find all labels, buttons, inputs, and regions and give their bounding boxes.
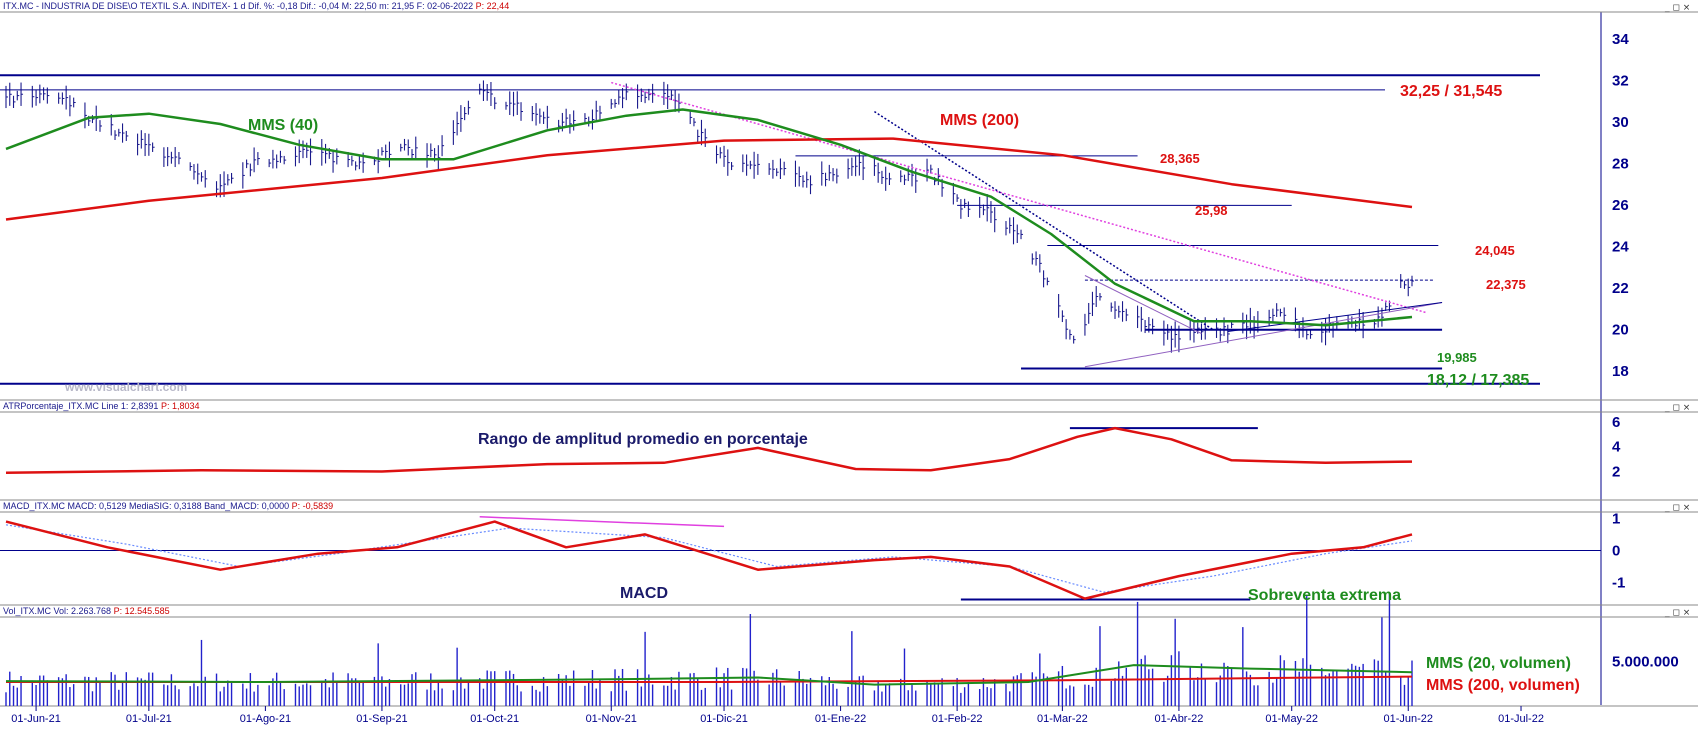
x-tick-label: 01-Oct-21 xyxy=(470,713,519,725)
price-y-tick: 20 xyxy=(1612,321,1629,338)
x-tick-label: 01-Jun-21 xyxy=(11,713,61,725)
volume-bars xyxy=(5,593,1413,706)
indicator-lines xyxy=(5,108,1413,686)
level-label-32-25: 32,25 / 31,545 xyxy=(1400,83,1502,100)
atr-header: ATRPorcentaje_ITX.MC Line 1: 2,8391 P: 1… xyxy=(3,401,199,411)
chart-labels: 18202224262830323424610-15.000.00001-Jun… xyxy=(11,31,1678,725)
downtrend-line-short xyxy=(874,110,1214,331)
uptrend-support-line xyxy=(1227,301,1443,333)
macd-header: MACD_ITX.MC MACD: 0,5129 MediaSIG: 0,318… xyxy=(3,501,333,511)
volume-window-buttons[interactable]: _ ◻ × xyxy=(1664,608,1690,618)
volume-header: Vol_ITX.MC Vol: 2.263.768 P: 12.545.585 xyxy=(3,606,170,616)
mms-200-label: MMS (200) xyxy=(940,112,1019,129)
wedge-lower-line xyxy=(1084,301,1443,368)
x-tick-label: 01-Feb-22 xyxy=(932,713,983,725)
x-tick-label: 01-Ago-21 xyxy=(240,713,291,725)
macd-y-tick: 0 xyxy=(1612,542,1620,559)
downtrend-line-long xyxy=(611,81,1428,314)
mms-200-line xyxy=(5,137,1413,221)
atr-window-buttons[interactable]: _ ◻ × xyxy=(1664,403,1690,413)
price-y-tick: 18 xyxy=(1612,363,1629,380)
price-y-tick: 22 xyxy=(1612,280,1629,297)
volume-y-tick: 5.000.000 xyxy=(1612,654,1679,671)
panel-frames xyxy=(0,11,1698,707)
oversold-label: Sobreventa extrema xyxy=(1248,587,1401,604)
volume-mms-20-label: MMS (20, volumen) xyxy=(1426,655,1571,672)
x-tick-label: 01-Jul-22 xyxy=(1498,713,1544,725)
x-tick-label: 01-Abr-22 xyxy=(1154,713,1203,725)
price-candles xyxy=(5,80,1414,353)
price-y-tick: 24 xyxy=(1612,238,1629,255)
macd-y-tick: -1 xyxy=(1612,575,1625,592)
price-header: ITX.MC - INDUSTRIA DE DISE\O TEXTIL S.A.… xyxy=(3,1,509,11)
level-label-28-365: 28,365 xyxy=(1160,151,1200,166)
x-tick-label: 01-Dic-21 xyxy=(700,713,748,725)
price-y-tick: 32 xyxy=(1612,72,1629,89)
price-y-tick: 34 xyxy=(1612,31,1629,48)
level-label-25-98: 25,98 xyxy=(1195,203,1228,218)
volume-mma-20-line xyxy=(5,664,1413,686)
level-label-18-12: 18,12 / 17,385 xyxy=(1427,372,1529,389)
macd-line xyxy=(5,520,1413,600)
macd-window-buttons[interactable]: _ ◻ × xyxy=(1664,503,1690,513)
price-y-tick: 28 xyxy=(1612,155,1629,172)
mms-40-line xyxy=(5,108,1413,327)
watermark: www.visualchart.com xyxy=(64,380,187,394)
x-tick-label: 01-Sep-21 xyxy=(356,713,407,725)
atr-line xyxy=(5,426,1413,474)
price-y-tick: 26 xyxy=(1612,197,1629,214)
price-y-tick: 30 xyxy=(1612,114,1629,131)
atr-y-tick: 6 xyxy=(1612,414,1620,431)
volume-mms-200-label: MMS (200, volumen) xyxy=(1426,677,1580,694)
atr-annotation: Rango de amplitud promedio en porcentaje xyxy=(478,431,808,448)
wedge-upper-line xyxy=(1084,275,1202,335)
level-label-22-375: 22,375 xyxy=(1486,277,1526,292)
macd-label: MACD xyxy=(620,585,668,602)
atr-y-tick: 4 xyxy=(1612,439,1621,456)
mms-40-label: MMS (40) xyxy=(248,117,318,134)
macd-divergence-line xyxy=(479,516,725,528)
x-tick-label: 01-May-22 xyxy=(1265,713,1318,725)
x-tick-label: 01-Jun-22 xyxy=(1383,713,1433,725)
price-window-buttons[interactable]: _ ◻ × xyxy=(1664,3,1690,13)
level-label-19-985: 19,985 xyxy=(1437,350,1477,365)
x-tick-label: 01-Jul-21 xyxy=(126,713,172,725)
x-tick-label: 01-Mar-22 xyxy=(1037,713,1088,725)
atr-y-tick: 2 xyxy=(1612,463,1620,480)
x-tick-label: 01-Nov-21 xyxy=(586,713,637,725)
level-label-24-045: 24,045 xyxy=(1475,243,1515,258)
x-tick-label: 01-Ene-22 xyxy=(815,713,866,725)
macd-y-tick: 1 xyxy=(1612,510,1620,527)
